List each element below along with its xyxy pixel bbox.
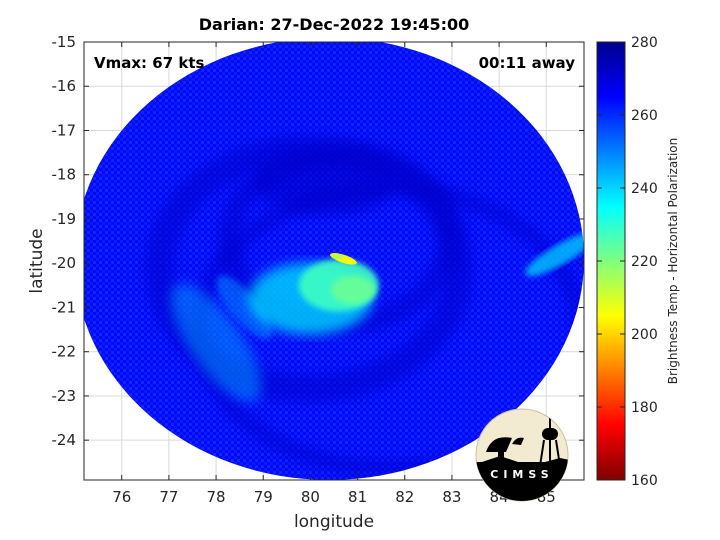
y-tick-label: -24 (52, 431, 77, 449)
colorbar-label: Brightness Temp - Horizontal Polarizatio… (666, 138, 680, 385)
time-offset-annotation: 00:11 away (479, 54, 576, 72)
y-tick-label: -19 (52, 210, 77, 228)
axes-frame (83, 41, 585, 481)
brightness-temp-swath (84, 42, 584, 480)
cimss-logo-text: CIMSS (490, 468, 553, 481)
colorbar-tick-label: 180 (631, 400, 658, 416)
x-tick-label: 80 (301, 488, 320, 506)
colorbar-tick-label: 260 (631, 108, 658, 124)
y-tick-label: -22 (52, 343, 77, 361)
x-axis-ticks: 76 77 78 79 80 81 82 83 84 85 (112, 42, 556, 506)
y-tick-label: -18 (52, 166, 77, 184)
colorbar-tick-label: 220 (631, 254, 658, 270)
y-tick-label: -23 (52, 387, 77, 405)
x-tick-label: 76 (112, 488, 131, 506)
y-tick-label: -15 (52, 33, 77, 51)
y-tick-label: -17 (52, 121, 77, 139)
colorbar-tick-label: 200 (631, 327, 658, 343)
x-tick-label: 82 (395, 488, 414, 506)
y-axis-ticks: -15 -16 -17 -18 -19 -20 -21 -22 -23 -24 (52, 33, 584, 449)
colorbar: 280 260 240 220 200 180 160 Brightness Temp - … (596, 35, 680, 489)
x-tick-label: 79 (254, 488, 273, 506)
y-tick-label: -21 (52, 298, 77, 316)
colorbar-tick-label: 240 (631, 181, 658, 197)
colorbar-tick-label: 280 (631, 35, 658, 51)
y-tick-label: -20 (52, 254, 77, 272)
chart-title: Darian: 27-Dec-2022 19:45:00 (199, 15, 469, 34)
colorbar-tick-label: 160 (631, 473, 658, 489)
x-tick-label: 78 (207, 488, 226, 506)
x-tick-label: 77 (159, 488, 178, 506)
y-tick-label: -16 (52, 77, 77, 95)
vmax-annotation: Vmax: 67 kts (94, 54, 204, 72)
x-axis-label: longitude (294, 512, 374, 532)
y-axis-label: latitude (27, 228, 47, 293)
x-tick-label: 81 (348, 488, 367, 506)
x-tick-label: 83 (442, 488, 461, 506)
